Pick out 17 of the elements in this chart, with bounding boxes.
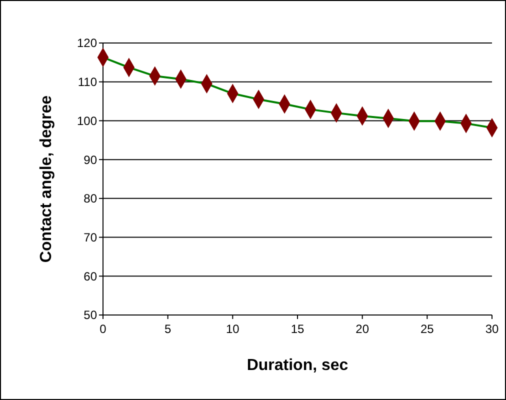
- x-tick-label: 5: [164, 322, 172, 336]
- x-tick-label: 20: [356, 322, 370, 336]
- x-tick-label: 15: [290, 322, 304, 336]
- y-tick-label: 90: [84, 152, 98, 167]
- x-tick-label: 25: [420, 322, 434, 336]
- y-tick-label: 80: [84, 192, 98, 206]
- y-tick-label: 60: [84, 269, 98, 284]
- x-tick-label: 10: [226, 322, 240, 336]
- y-tick-label: 70: [84, 230, 98, 244]
- x-axis-title: Duration, sec: [246, 357, 348, 374]
- y-tick-label: 100: [76, 114, 98, 128]
- x-tick-label: 0: [100, 322, 107, 336]
- x-tick-label: 30: [485, 322, 499, 336]
- y-tick-label: 120: [76, 36, 98, 50]
- y-tick-label: 50: [84, 308, 98, 322]
- y-axis-title: Contact angle, degree: [38, 95, 55, 263]
- y-tick-label: 110: [78, 75, 98, 90]
